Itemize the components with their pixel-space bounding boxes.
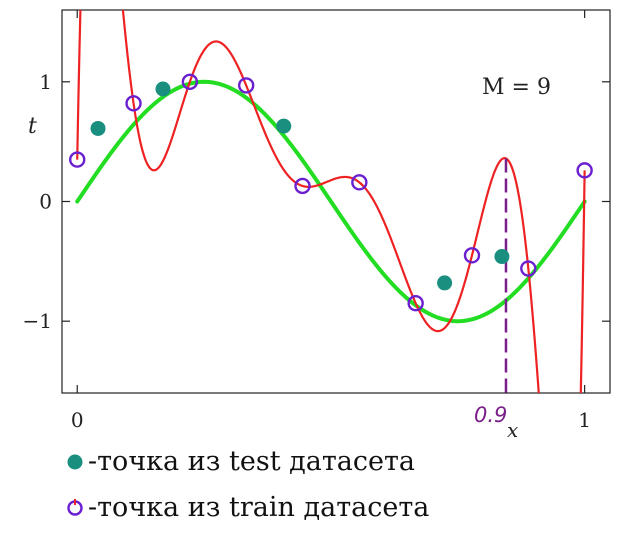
train-point xyxy=(294,177,311,195)
x-tick-label: 0 xyxy=(71,408,84,432)
train-point xyxy=(407,295,424,312)
train-point xyxy=(237,77,255,94)
test-point xyxy=(155,81,171,97)
train-point xyxy=(351,174,368,191)
legend-train: -точка из train датасета xyxy=(66,492,429,523)
y-tick-label: 0 xyxy=(39,190,52,214)
legend-test: -точка из test датасета xyxy=(66,446,415,477)
test-point xyxy=(90,120,106,136)
points xyxy=(69,73,593,312)
chart: 0 1 −1 0 1 M = 9 t x 0.9 xyxy=(23,9,611,442)
legend-test-label: -точка из test датасета xyxy=(88,446,416,477)
test-point xyxy=(437,275,453,291)
plot-frame xyxy=(61,9,611,394)
test-point-marker-icon xyxy=(67,454,83,469)
x-tick-label: 1 xyxy=(578,408,591,432)
y-tick-label: −1 xyxy=(23,309,52,333)
train-point xyxy=(69,151,86,168)
train-point xyxy=(576,162,593,179)
ticks: 0 1 −1 0 1 xyxy=(23,10,610,432)
train-point xyxy=(520,260,537,277)
handwritten-mark-label: 0.9 xyxy=(474,403,507,427)
test-point xyxy=(494,249,510,265)
train-point xyxy=(463,247,481,264)
true-curve xyxy=(75,79,587,324)
model-order-annotation: M = 9 xyxy=(482,75,551,100)
test-point xyxy=(276,118,292,134)
y-axis-label: t xyxy=(28,114,37,139)
train-point xyxy=(125,95,142,112)
x-axis-label: x xyxy=(507,418,518,442)
legend-train-label: -точка из train датасета xyxy=(88,492,430,523)
y-tick-label: 1 xyxy=(39,70,52,94)
train-point-marker-icon xyxy=(67,498,83,516)
train-point xyxy=(181,73,199,91)
fit-curve xyxy=(76,10,586,393)
